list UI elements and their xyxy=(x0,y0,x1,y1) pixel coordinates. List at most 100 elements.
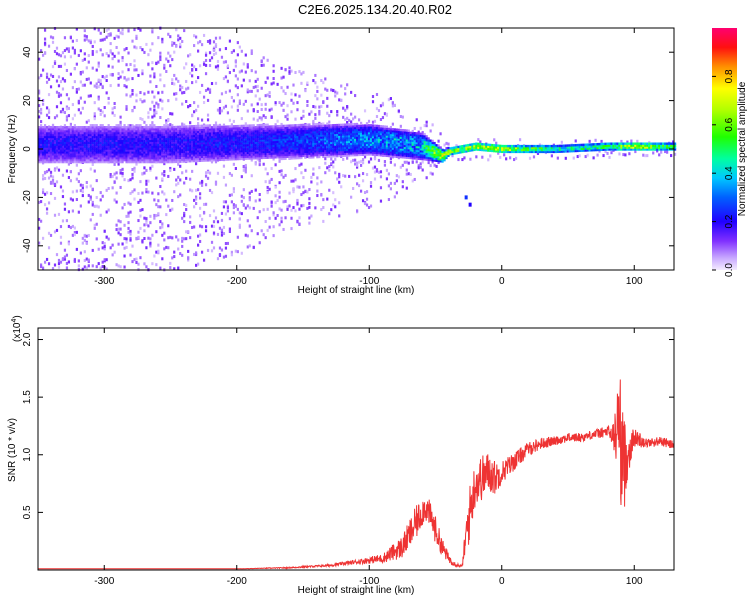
heatmap-cell xyxy=(47,143,51,146)
heatmap-cell xyxy=(107,147,110,150)
heatmap-cell xyxy=(81,156,84,160)
heatmap-cell xyxy=(338,129,341,132)
heatmap-cell xyxy=(204,128,208,131)
heatmap-cell xyxy=(183,156,186,159)
heatmap-cell xyxy=(232,142,235,145)
heatmap-cell xyxy=(73,160,76,164)
heatmap-cell xyxy=(306,135,309,138)
heatmap-cell xyxy=(328,147,331,150)
heatmap-cell xyxy=(135,145,138,148)
heatmap-cell xyxy=(45,75,49,79)
heatmap-cell xyxy=(288,128,291,131)
heatmap-cell xyxy=(218,145,222,148)
heatmap-cell xyxy=(81,83,84,87)
heatmap-cell xyxy=(175,137,178,140)
heatmap-cell xyxy=(95,147,98,150)
heatmap-cell xyxy=(63,137,67,141)
heatmap-cell xyxy=(278,140,281,143)
heatmap-cell xyxy=(354,128,357,132)
heatmap-cell xyxy=(119,145,122,148)
heatmap-cell xyxy=(340,146,343,150)
heatmap-cell xyxy=(131,158,134,162)
heatmap-cell xyxy=(167,204,170,208)
heatmap-cell xyxy=(284,92,287,96)
heatmap-cell xyxy=(159,205,162,209)
heatmap-cell xyxy=(169,127,172,131)
heatmap-cell xyxy=(346,133,349,136)
heatmap-cell xyxy=(252,157,255,160)
heatmap-cell xyxy=(302,191,305,195)
heatmap-cell xyxy=(202,143,206,147)
heatmap-cell xyxy=(89,147,92,150)
heatmap-cell xyxy=(117,155,120,158)
heatmap-cell xyxy=(195,124,198,128)
heatmap-cell xyxy=(352,158,355,162)
heatmap-cell xyxy=(111,145,114,148)
heatmap-cell xyxy=(288,143,291,147)
heatmap-cell xyxy=(137,147,140,150)
heatmap-cell xyxy=(41,191,45,195)
heatmap-cell xyxy=(183,144,186,148)
heatmap-cell xyxy=(260,135,263,138)
heatmap-cell xyxy=(212,224,216,228)
heatmap-cell xyxy=(252,139,255,143)
heatmap-cell xyxy=(373,145,377,149)
heatmap-cell xyxy=(286,85,289,89)
heatmap-cell xyxy=(91,127,94,131)
heatmap-cell xyxy=(165,147,168,150)
heatmap-cell xyxy=(91,133,94,137)
heatmap-cell xyxy=(81,190,84,194)
heatmap-cell xyxy=(105,74,108,78)
heatmap-cell xyxy=(359,132,363,135)
heatmap-cell xyxy=(350,125,353,128)
heatmap-cell xyxy=(91,141,94,144)
heatmap-cell xyxy=(163,124,166,127)
heatmap-cell xyxy=(342,174,345,178)
heatmap-cell xyxy=(57,265,61,269)
heatmap-cell xyxy=(250,103,253,107)
heatmap-cell xyxy=(53,149,57,152)
heatmap-cell xyxy=(87,139,90,142)
heatmap-cell xyxy=(240,155,243,159)
heatmap-cell xyxy=(344,125,347,128)
heatmap-cell xyxy=(234,136,237,140)
heatmap-cell xyxy=(179,133,182,136)
heatmap-cell xyxy=(214,145,218,148)
heatmap-cell xyxy=(232,132,235,136)
heatmap-cell xyxy=(357,128,361,131)
heatmap-cell xyxy=(248,206,251,210)
heatmap-cell xyxy=(234,154,237,157)
heatmap-cell xyxy=(51,156,55,160)
heatmap-cell xyxy=(264,80,267,84)
heatmap-cell xyxy=(359,151,363,155)
heatmap-cell xyxy=(284,145,287,149)
heatmap-cell xyxy=(280,173,283,177)
heatmap-cell xyxy=(173,167,176,171)
heatmap-cell xyxy=(308,136,311,140)
heatmap-cell xyxy=(361,130,365,133)
heatmap-cell xyxy=(85,37,88,41)
heatmap-cell xyxy=(127,137,130,141)
heatmap-cell xyxy=(95,151,98,154)
heatmap-cell xyxy=(230,138,233,142)
heatmap-cell xyxy=(250,155,253,158)
heatmap-cell xyxy=(284,138,287,141)
heatmap-cell xyxy=(266,191,269,195)
heatmap-cell xyxy=(49,147,53,150)
heatmap-cell xyxy=(125,141,128,144)
heatmap-cell xyxy=(187,256,190,260)
heatmap-cell xyxy=(354,115,357,119)
heatmap-cell xyxy=(57,147,61,150)
heatmap-cell xyxy=(169,35,172,39)
heatmap-cell xyxy=(83,155,86,158)
heatmap-cell xyxy=(61,151,65,154)
heatmap-cell xyxy=(191,142,194,145)
heatmap-cell xyxy=(75,141,78,144)
heatmap-cell xyxy=(195,153,198,157)
heatmap-cell xyxy=(272,136,275,140)
heatmap-cell xyxy=(266,58,269,62)
heatmap-cell xyxy=(133,156,136,160)
heatmap-cell xyxy=(365,137,369,141)
heatmap-cell xyxy=(181,135,184,138)
heatmap-cell xyxy=(290,69,293,73)
